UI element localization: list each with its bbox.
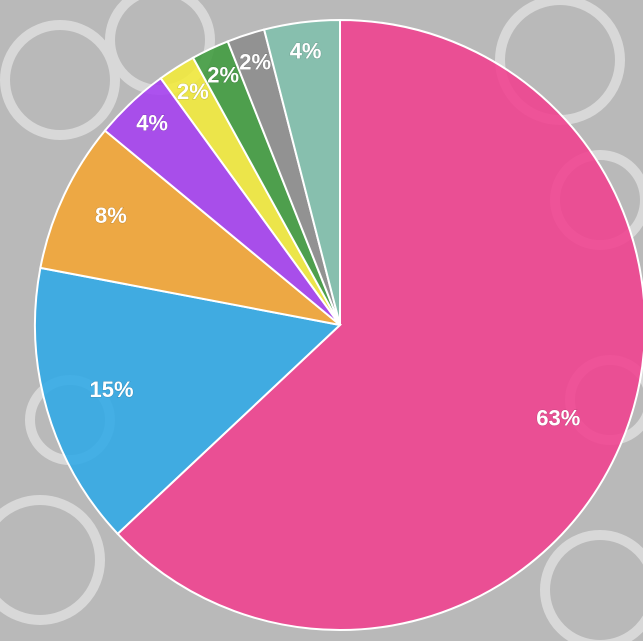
data-label: 63% [536,405,580,430]
bg-circle [0,20,120,140]
data-label: 2% [239,50,271,75]
data-label: 4% [136,111,168,136]
bg-circle [0,495,105,625]
data-label: 2% [177,79,209,104]
data-label: 15% [90,377,134,402]
data-label: 2% [207,62,239,87]
data-label: 4% [290,38,322,63]
pie: 63%15%8%4%2%2%2% 4% [34,18,643,631]
pie-slice [262,18,341,326]
data-label: 8% [95,203,127,228]
pie-slice [34,266,343,536]
pie-slice [39,129,341,326]
pie-slice [116,18,643,631]
bg-circle [540,530,643,641]
